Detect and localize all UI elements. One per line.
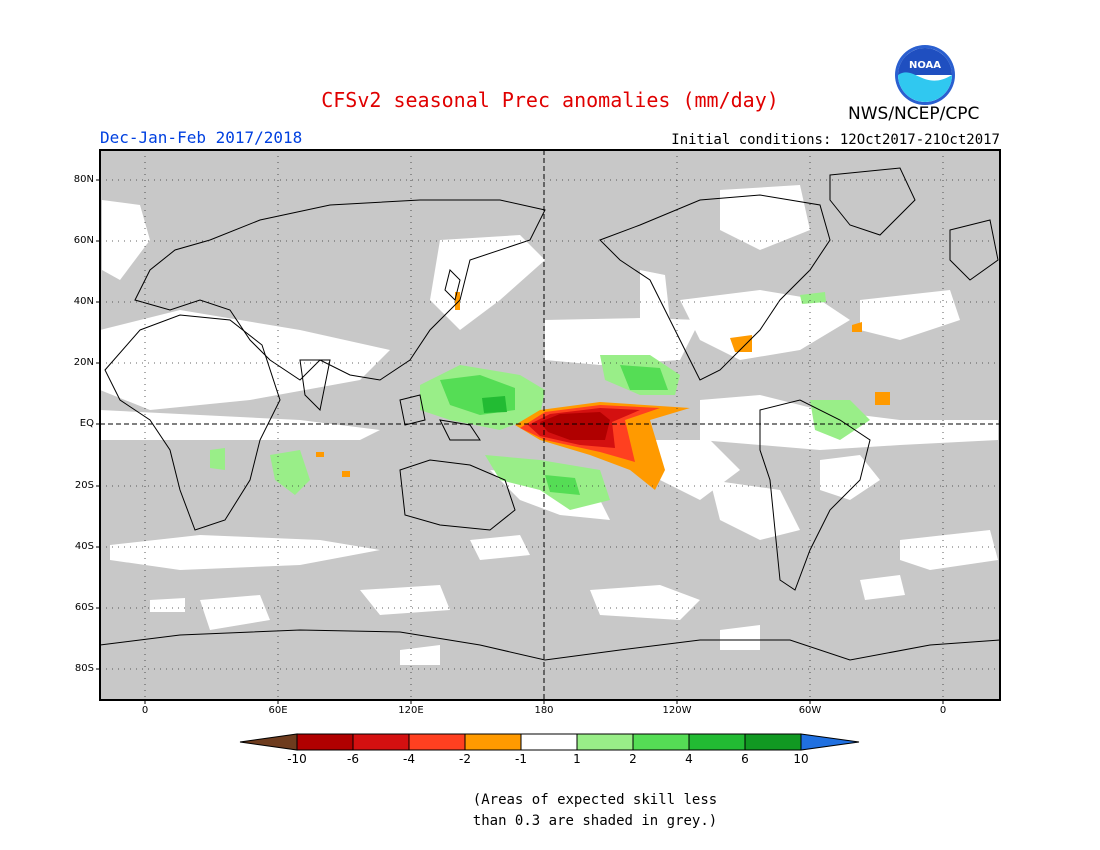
coastlines bbox=[99, 167, 1001, 661]
colorbar-bin bbox=[744, 733, 802, 751]
skill-note-line2: than 0.3 are shaded in grey.) bbox=[472, 813, 718, 829]
colorbar-label: 6 bbox=[741, 752, 749, 766]
lon-label: 120E bbox=[398, 705, 424, 716]
lat-label: EQ bbox=[79, 418, 94, 429]
lon-label: 60W bbox=[798, 705, 822, 716]
forecast-period: Dec-Jan-Feb 2017/2018 bbox=[100, 128, 303, 147]
colorbar-label: -2 bbox=[459, 752, 471, 766]
lat-label: 40S bbox=[74, 541, 94, 552]
lon-label: 0 bbox=[141, 705, 149, 716]
colorbar-label: -4 bbox=[403, 752, 415, 766]
lon-label: 120W bbox=[662, 705, 692, 716]
colorbar-label: -1 bbox=[515, 752, 527, 766]
colorbar-label: 10 bbox=[793, 752, 809, 766]
initial-conditions: Initial conditions: 12Oct2017-21Oct2017 bbox=[671, 132, 1000, 148]
colorbar-label: 2 bbox=[629, 752, 637, 766]
lon-label: 60E bbox=[268, 705, 288, 716]
equator-dateline bbox=[100, 150, 1000, 700]
lat-label: 40N bbox=[73, 296, 94, 307]
colorbar-over-arrow bbox=[800, 733, 860, 751]
noaa-logo: NOAA bbox=[895, 45, 955, 105]
colorbar-label: 1 bbox=[573, 752, 581, 766]
colorbar-under-arrow bbox=[239, 733, 298, 751]
colorbar-bin bbox=[632, 733, 690, 751]
colorbar bbox=[239, 733, 860, 751]
agency-label: NWS/NCEP/CPC bbox=[848, 104, 980, 124]
lon-label: 0 bbox=[939, 705, 947, 716]
colorbar-label: -6 bbox=[347, 752, 359, 766]
colorbar-bin bbox=[296, 733, 354, 751]
lat-label: 80S bbox=[74, 663, 94, 674]
graticule bbox=[100, 150, 1000, 700]
dark-green-regions bbox=[482, 396, 507, 413]
colorbar-label: -10 bbox=[287, 752, 307, 766]
colorbar-bin bbox=[520, 733, 578, 751]
lon-label: 180 bbox=[534, 705, 554, 716]
colorbar-bin bbox=[352, 733, 410, 751]
lat-label: 20S bbox=[74, 480, 94, 491]
map-frame bbox=[99, 149, 1001, 701]
colorbar-bin bbox=[464, 733, 522, 751]
tick-marks bbox=[96, 179, 944, 704]
lat-label: 60S bbox=[74, 602, 94, 613]
colorbar-bin bbox=[576, 733, 634, 751]
skill-note-line1: (Areas of expected skill less bbox=[472, 792, 718, 808]
lat-label: 80N bbox=[73, 174, 94, 185]
map-title: CFSv2 seasonal Prec anomalies (mm/day) bbox=[321, 88, 779, 112]
colorbar-bin bbox=[408, 733, 466, 751]
lat-label: 20N bbox=[73, 357, 94, 368]
colorbar-bin bbox=[688, 733, 746, 751]
colorbar-label: 4 bbox=[685, 752, 693, 766]
white-anomaly-regions bbox=[100, 185, 998, 665]
logo-text: NOAA bbox=[909, 60, 941, 71]
lat-label: 60N bbox=[73, 235, 94, 246]
